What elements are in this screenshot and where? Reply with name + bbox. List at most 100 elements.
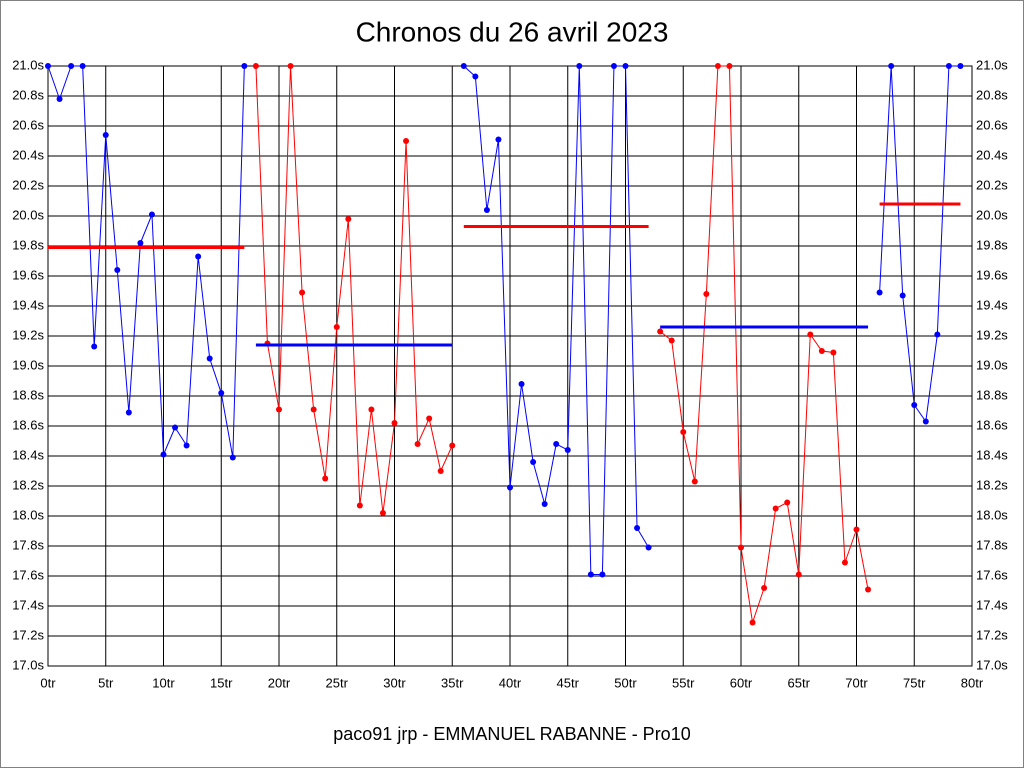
lap-point bbox=[911, 402, 918, 408]
y-tick-label: 20.2s bbox=[12, 177, 44, 192]
y-tick-label: 18.2s bbox=[12, 477, 44, 492]
x-tick-label: 10tr bbox=[152, 675, 175, 690]
lap-point bbox=[310, 406, 317, 413]
lap-point bbox=[56, 96, 63, 102]
lap-point bbox=[934, 331, 941, 338]
lap-point bbox=[79, 63, 86, 69]
x-tick-label: 60tr bbox=[730, 675, 753, 690]
lap-point bbox=[218, 390, 225, 396]
lap-point bbox=[714, 63, 721, 69]
y-tick-label-right: 20.8s bbox=[976, 87, 1008, 102]
y-tick-label: 20.4s bbox=[12, 147, 44, 162]
y-tick-label-right: 17.0s bbox=[976, 657, 1008, 672]
y-tick-label: 19.4s bbox=[12, 297, 44, 312]
lap-point bbox=[668, 337, 675, 344]
y-tick-label: 21.0s bbox=[12, 57, 44, 72]
lap-point bbox=[183, 442, 190, 449]
y-tick-label: 20.6s bbox=[12, 117, 44, 132]
lap-point bbox=[148, 211, 155, 218]
lap-point bbox=[738, 544, 744, 551]
y-tick-label-right: 18.4s bbox=[976, 447, 1008, 462]
lap-point bbox=[899, 292, 906, 299]
lap-point bbox=[125, 409, 132, 416]
lap-point bbox=[45, 63, 51, 69]
lap-point bbox=[345, 216, 352, 222]
lap-point bbox=[449, 442, 456, 449]
lap-point bbox=[657, 328, 664, 335]
y-tick-label: 17.8s bbox=[12, 537, 44, 552]
lap-point bbox=[437, 468, 444, 474]
x-tick-label: 20tr bbox=[268, 675, 291, 690]
x-tick-label: 55tr bbox=[672, 675, 695, 690]
x-tick-label: 75tr bbox=[903, 675, 926, 690]
y-tick-label-right: 19.4s bbox=[976, 297, 1008, 312]
x-tick-label: 15tr bbox=[210, 675, 233, 690]
lap-point bbox=[507, 484, 513, 491]
y-tick-label-right: 20.0s bbox=[976, 207, 1008, 222]
x-tick-label: 35tr bbox=[441, 675, 464, 690]
lap-point bbox=[599, 571, 606, 578]
lap-point bbox=[645, 544, 652, 551]
lap-point bbox=[403, 138, 410, 144]
lap-point bbox=[830, 349, 837, 356]
lap-point bbox=[252, 63, 259, 69]
lap-point bbox=[206, 355, 213, 362]
y-tick-label-right: 20.2s bbox=[976, 177, 1008, 192]
y-tick-label: 18.0s bbox=[12, 507, 44, 522]
lap-point bbox=[102, 132, 109, 138]
y-tick-label-right: 20.6s bbox=[976, 117, 1008, 132]
lap-point bbox=[160, 451, 167, 458]
x-tick-label: 0tr bbox=[40, 675, 56, 690]
x-tick-label: 5tr bbox=[98, 675, 114, 690]
y-tick-label-right: 18.6s bbox=[976, 417, 1008, 432]
y-tick-label-right: 19.0s bbox=[976, 357, 1008, 372]
lap-point bbox=[772, 505, 779, 512]
lap-point bbox=[680, 429, 687, 435]
lap-point bbox=[726, 63, 733, 69]
lap-point bbox=[634, 525, 641, 531]
y-tick-label-right: 18.8s bbox=[976, 387, 1008, 402]
x-tick-label: 40tr bbox=[499, 675, 522, 690]
lap-point bbox=[795, 571, 802, 578]
lap-point bbox=[368, 406, 375, 413]
lap-point bbox=[703, 291, 710, 297]
y-tick-label-right: 19.2s bbox=[976, 327, 1008, 342]
y-tick-label-right: 19.8s bbox=[976, 237, 1008, 252]
y-tick-label: 18.4s bbox=[12, 447, 44, 462]
x-tick-label: 70tr bbox=[845, 675, 868, 690]
lap-point bbox=[495, 136, 502, 143]
y-tick-label-right: 18.2s bbox=[976, 477, 1008, 492]
lap-point bbox=[299, 289, 306, 296]
plot-border bbox=[47, 65, 973, 667]
lap-point bbox=[195, 253, 202, 260]
y-tick-label: 19.6s bbox=[12, 267, 44, 282]
lap-point bbox=[114, 267, 121, 273]
lap-point bbox=[426, 415, 433, 422]
lap-point bbox=[276, 406, 282, 413]
lap-point bbox=[853, 526, 860, 533]
lap-point bbox=[784, 499, 791, 506]
lap-point bbox=[865, 586, 872, 593]
y-tick-label-right: 21.0s bbox=[976, 57, 1008, 72]
y-tick-label: 17.0s bbox=[12, 657, 44, 672]
lap-point bbox=[888, 63, 895, 69]
y-tick-label: 18.6s bbox=[12, 417, 44, 432]
x-tick-label: 30tr bbox=[383, 675, 406, 690]
y-tick-label: 19.8s bbox=[12, 237, 44, 252]
lap-point bbox=[818, 348, 825, 354]
lap-point bbox=[564, 447, 571, 453]
lap-point bbox=[622, 63, 629, 69]
lap-point bbox=[922, 418, 929, 425]
lap-point bbox=[472, 73, 479, 80]
lap-point bbox=[137, 240, 144, 246]
lap-point bbox=[957, 63, 964, 69]
lap-point bbox=[841, 559, 848, 566]
lap-point bbox=[807, 331, 814, 338]
y-tick-label: 17.6s bbox=[12, 567, 44, 582]
chart-title: Chronos du 26 avril 2023 bbox=[356, 16, 669, 47]
lap-point bbox=[287, 63, 294, 69]
lap-point bbox=[761, 585, 768, 591]
lap-point bbox=[587, 571, 594, 578]
y-tick-label-right: 18.0s bbox=[976, 507, 1008, 522]
